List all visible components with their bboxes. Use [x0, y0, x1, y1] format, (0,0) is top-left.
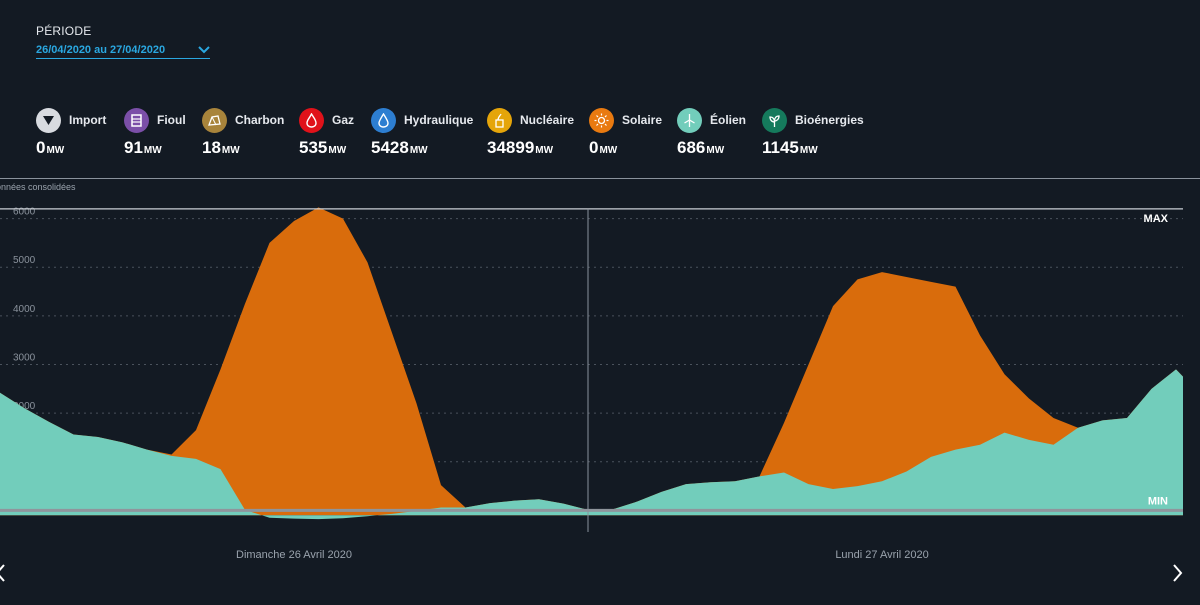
legend-label: Gaz: [332, 113, 355, 127]
legend-header: Éolien: [677, 106, 746, 134]
legend-value: 535MW: [299, 138, 354, 158]
legend-value-number: 0: [36, 138, 46, 157]
legend-value: 5428MW: [371, 138, 473, 158]
legend-item-gaz[interactable]: Gaz 535MW: [299, 106, 354, 158]
legend-value-unit: MW: [409, 145, 428, 156]
solaire-area: [0, 207, 1183, 516]
consolidated-data-note: onnées consolidées: [0, 182, 76, 192]
gaz-icon: [299, 107, 324, 133]
legend-header: Charbon: [202, 106, 284, 134]
legend-value-number: 0: [589, 138, 599, 157]
legend-value-unit: MW: [328, 145, 347, 156]
legend-value: 686MW: [677, 138, 746, 158]
legend-header: Fioul: [124, 106, 186, 134]
legend-label: Éolien: [710, 113, 747, 127]
legend-value-number: 18: [202, 138, 221, 157]
production-chart: 100020003000400050006000MAXMINDimanche 2…: [0, 207, 1183, 561]
legend-label: Fioul: [157, 113, 186, 127]
legend-item-fioul[interactable]: Fioul 91MW: [124, 106, 186, 158]
legend-label: Nucléaire: [520, 113, 575, 127]
solaire-icon: [589, 107, 614, 133]
eolien-icon: [677, 107, 702, 133]
legend-label: Import: [69, 113, 107, 127]
charbon-icon: [202, 107, 227, 133]
period-filter: PÉRIODE 26/04/2020 au 27/04/2020: [36, 24, 210, 59]
legend-value-number: 34899: [487, 138, 535, 157]
legend-value: 34899MW: [487, 138, 574, 158]
legend-value-unit: MW: [799, 145, 818, 156]
legend-label: Charbon: [235, 113, 285, 127]
import-icon: [36, 107, 61, 133]
period-select[interactable]: 26/04/2020 au 27/04/2020: [36, 44, 210, 59]
legend-label: Hydraulique: [404, 113, 474, 127]
y-tick-label: 5000: [13, 255, 36, 266]
legend-label: Bioénergies: [795, 113, 864, 127]
min-label: MIN: [1148, 495, 1168, 507]
legend-value-number: 1145: [762, 138, 799, 157]
legend-item-hydraulique[interactable]: Hydraulique 5428MW: [371, 106, 473, 158]
next-arrow-icon[interactable]: [1172, 562, 1184, 584]
chevron-down-icon: [198, 46, 210, 54]
legend-header: Nucléaire: [487, 106, 574, 134]
legend-value: 1145MW: [762, 138, 864, 158]
x-axis-label: Lundi 27 Avril 2020: [835, 549, 928, 561]
legend-value-unit: MW: [599, 145, 618, 156]
legend-header: Hydraulique: [371, 106, 473, 134]
legend-item-eolien[interactable]: Éolien 686MW: [677, 106, 746, 158]
legend-value-unit: MW: [143, 145, 162, 156]
legend-header: Solaire: [589, 106, 662, 134]
legend-item-solaire[interactable]: Solaire 0MW: [589, 106, 662, 158]
legend-item-nucleaire[interactable]: Nucléaire 34899MW: [487, 106, 574, 158]
legend-value: 91MW: [124, 138, 186, 158]
legend-value-number: 535: [299, 138, 328, 157]
legend-value: 18MW: [202, 138, 284, 158]
legend-item-bioenergies[interactable]: Bioénergies 1145MW: [762, 106, 864, 158]
bioenergies-icon: [762, 107, 787, 133]
legend-value-unit: MW: [221, 145, 240, 156]
legend-header: Gaz: [299, 106, 354, 134]
previous-arrow-icon[interactable]: [0, 562, 6, 584]
legend-value-number: 91: [124, 138, 143, 157]
legend-value-number: 686: [677, 138, 706, 157]
eolien-area: [0, 369, 1183, 520]
period-value: 26/04/2020 au 27/04/2020: [36, 44, 166, 56]
legend-item-charbon[interactable]: Charbon 18MW: [202, 106, 284, 158]
fioul-icon: [124, 107, 149, 133]
period-label: PÉRIODE: [36, 24, 92, 38]
y-tick-label: 4000: [13, 304, 36, 315]
legend-header: Import: [36, 106, 106, 134]
x-axis-label: Dimanche 26 Avril 2020: [236, 549, 352, 561]
legend-value-unit: MW: [46, 145, 65, 156]
y-tick-label: 6000: [13, 207, 36, 218]
nucleaire-icon: [487, 107, 512, 133]
y-tick-label: 2000: [13, 401, 36, 412]
legend-value: 0MW: [36, 138, 106, 158]
legend-value-unit: MW: [706, 145, 725, 156]
legend-label: Solaire: [622, 113, 663, 127]
legend-value-unit: MW: [535, 145, 554, 156]
legend-header: Bioénergies: [762, 106, 864, 134]
divider: [0, 178, 1200, 179]
legend-value-number: 5428: [371, 138, 409, 157]
max-label: MAX: [1144, 213, 1169, 225]
legend-value: 0MW: [589, 138, 662, 158]
y-tick-label: 3000: [13, 353, 36, 364]
legend-item-import[interactable]: Import 0MW: [36, 106, 106, 158]
hydraulique-icon: [371, 107, 396, 133]
